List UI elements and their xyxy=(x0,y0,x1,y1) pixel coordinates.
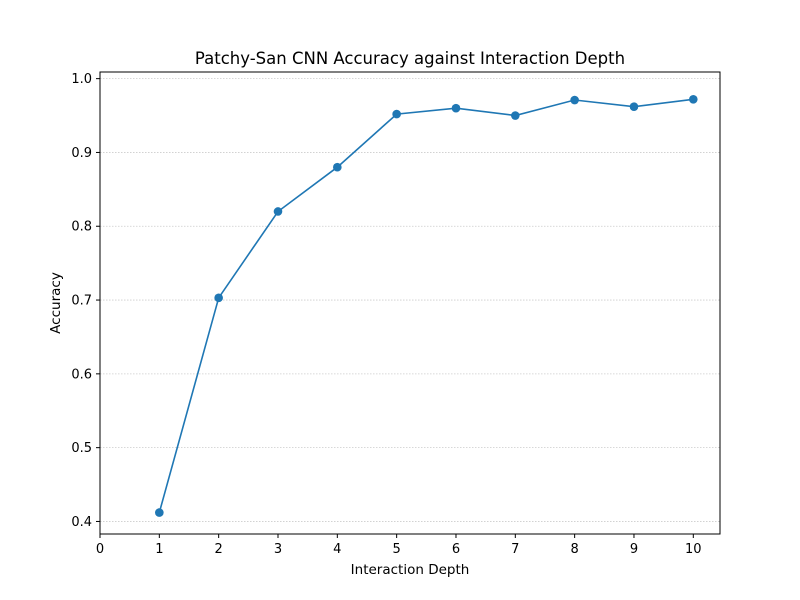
x-axis-label: Interaction Depth xyxy=(351,562,470,578)
y-tick-label: 0.4 xyxy=(71,515,92,530)
grid-lines xyxy=(100,78,720,522)
x-axis: 0 1 2 3 4 5 6 7 8 9 10 xyxy=(96,534,702,557)
y-tick-label: 0.5 xyxy=(71,441,92,456)
y-tick-label: 1.0 xyxy=(71,72,92,87)
data-point xyxy=(273,207,283,216)
x-tick-label: 4 xyxy=(333,542,341,557)
data-point xyxy=(214,293,223,303)
x-tick-label: 10 xyxy=(685,542,702,557)
data-point xyxy=(629,102,639,111)
data-point xyxy=(511,111,520,120)
x-tick-label: 7 xyxy=(511,542,519,557)
y-axis: 0.4 0.5 0.6 0.7 0.8 0.9 1.0 xyxy=(71,72,100,530)
data-point xyxy=(392,109,401,119)
data-point xyxy=(155,508,164,517)
x-tick-label: 5 xyxy=(393,542,401,557)
data-point xyxy=(689,95,698,104)
data-point xyxy=(451,103,461,113)
x-tick-label: 3 xyxy=(274,542,282,557)
y-tick-label: 0.6 xyxy=(71,367,92,382)
y-axis-label: Accuracy xyxy=(48,272,64,334)
x-tick-label: 0 xyxy=(96,542,104,557)
y-tick-label: 0.7 xyxy=(71,294,92,309)
x-tick-label: 1 xyxy=(155,542,163,557)
x-tick-label: 6 xyxy=(452,542,460,557)
y-tick-label: 0.9 xyxy=(71,146,92,161)
data-point xyxy=(570,95,579,105)
y-tick-label: 0.8 xyxy=(71,220,92,235)
series-group xyxy=(155,95,698,517)
x-tick-label: 9 xyxy=(630,542,638,557)
x-tick-label: 8 xyxy=(571,542,579,557)
plot-area-frame xyxy=(99,71,721,535)
chart-title: Patchy-San CNN Accuracy against Interact… xyxy=(195,49,625,68)
series-line xyxy=(158,98,694,513)
data-point xyxy=(333,162,342,172)
x-tick-label: 2 xyxy=(215,542,223,557)
